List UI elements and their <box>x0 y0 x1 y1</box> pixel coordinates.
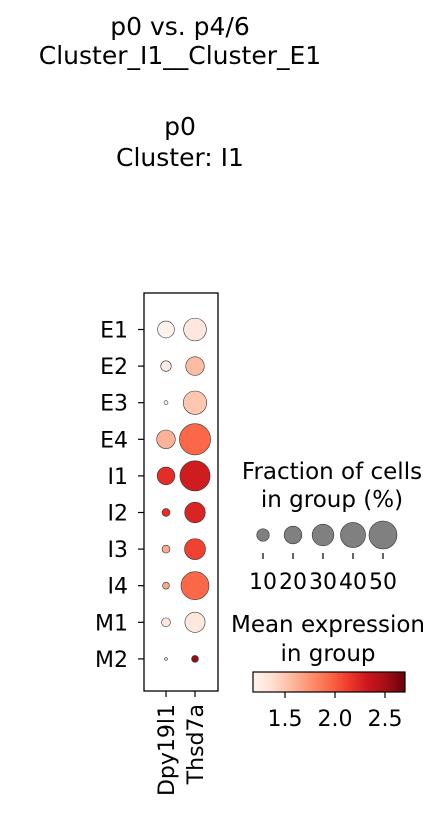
title-line-4: p0 <box>164 112 196 141</box>
size-legend-dot-40 <box>340 522 366 548</box>
y-tick-label-i1: I1 <box>108 465 129 490</box>
colorbar-tick-label: 2.5 <box>368 707 403 732</box>
dot-m1-thsd7a <box>184 611 206 633</box>
size-legend-dot-20 <box>283 525 303 545</box>
dot-e4-dpy19l1 <box>156 429 176 449</box>
size-legend-label-20: 20 <box>279 570 307 595</box>
dot-e1-thsd7a <box>183 317 207 342</box>
dot-e1-dpy19l1 <box>157 320 175 339</box>
x-axis: Dpy19l1 Thsd7a <box>155 691 209 796</box>
y-tick-label-e2: E2 <box>100 355 128 380</box>
size-legend-label-50: 50 <box>369 570 397 595</box>
size-legend-dot-30 <box>311 523 335 547</box>
size-legend-label-10: 10 <box>249 570 277 595</box>
dot-i2-thsd7a <box>184 501 206 524</box>
y-tick-label-m2: M2 <box>95 648 128 673</box>
main-plot-area <box>143 292 219 692</box>
dot-e4-thsd7a <box>179 423 211 456</box>
dot-i3-dpy19l1 <box>161 544 171 554</box>
title-line-2: Cluster_I1__Cluster_E1 <box>38 41 322 70</box>
colorbar-tick-label: 2.0 <box>318 707 353 732</box>
dot-m2-dpy19l1 <box>164 657 168 661</box>
color-legend-title-2: in group <box>280 641 375 667</box>
dot-e3-dpy19l1 <box>163 400 169 405</box>
dot-m1-dpy19l1 <box>161 617 171 628</box>
size-legend-label-30: 30 <box>309 570 337 595</box>
color-legend: Mean expression in group 1.5 2.0 2.5 <box>231 612 425 732</box>
title-line-1: p0 vs. p4/6 <box>110 12 250 41</box>
x-tick-label-dpy19l1: Dpy19l1 <box>155 704 180 796</box>
dot-i4-dpy19l1 <box>162 581 170 590</box>
size-legend-dot-50 <box>368 520 398 550</box>
y-tick-label-m1: M1 <box>95 611 128 636</box>
y-axis: E1 E2 E3 E4 I1 I2 I3 I4 M1 M2 <box>95 319 144 673</box>
dot-i1-dpy19l1 <box>156 466 176 486</box>
colorbar <box>252 671 406 693</box>
dot-series <box>156 317 211 663</box>
size-legend: Fraction of cells in group (%) 10 20 30 40 5… <box>242 459 422 595</box>
y-tick-label-e3: E3 <box>100 392 128 417</box>
dot-e3-thsd7a <box>182 390 208 415</box>
y-tick-label-i2: I2 <box>108 502 129 527</box>
title-line-5: Cluster: I1 <box>116 143 244 172</box>
plot-frame <box>143 292 219 692</box>
dot-m2-thsd7a <box>191 655 199 663</box>
y-tick-label-e4: E4 <box>100 428 128 453</box>
x-tick-label-thsd7a: Thsd7a <box>184 704 209 785</box>
dot-i4-thsd7a <box>180 571 210 601</box>
colorbar-tick-label: 1.5 <box>268 707 303 732</box>
y-tick-label-e1: E1 <box>100 319 128 344</box>
size-legend-title-1: Fraction of cells <box>242 459 422 485</box>
size-legend-dot-10 <box>256 528 270 542</box>
y-tick-label-i4: I4 <box>108 575 129 600</box>
color-legend-title-1: Mean expression <box>231 612 425 638</box>
dot-i1-thsd7a <box>179 460 211 492</box>
size-legend-title-2: in group (%) <box>261 487 403 513</box>
dot-e2-thsd7a <box>185 356 205 376</box>
dot-e2-dpy19l1 <box>160 360 172 372</box>
dot-i2-dpy19l1 <box>161 508 171 517</box>
dot-i3-thsd7a <box>184 538 206 560</box>
size-legend-label-40: 40 <box>339 570 367 595</box>
y-tick-label-i3: I3 <box>108 538 129 563</box>
